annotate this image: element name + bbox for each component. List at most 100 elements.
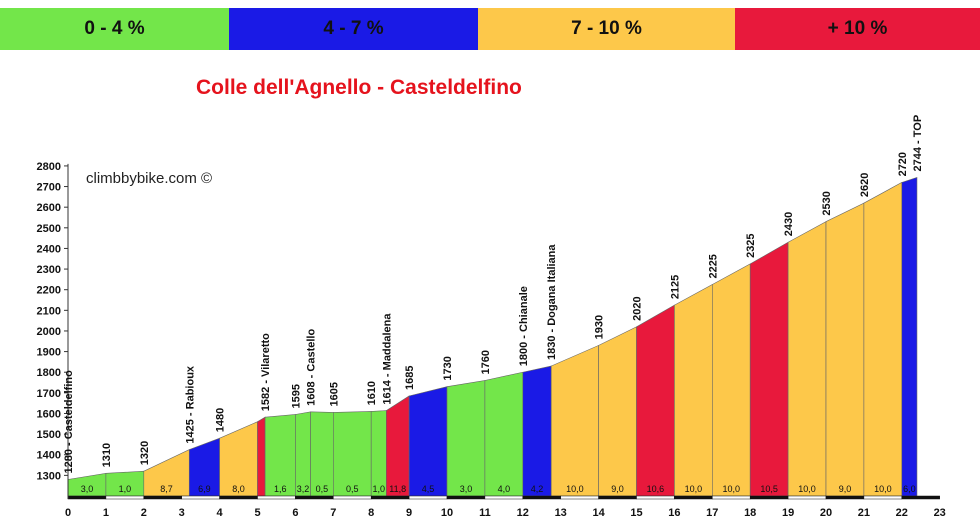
segment-grade-label-14: 4,0 — [498, 484, 511, 494]
elevation-annotation-5: 1582 - Vilaretto — [260, 333, 272, 411]
elevation-annotation-7: 1608 - Castello — [306, 329, 318, 406]
km-scale-block-22 — [901, 495, 940, 500]
km-scale-block-3 — [181, 495, 220, 500]
elevation-annotation-19: 2225 — [707, 254, 719, 278]
elevation-annotation-6: 1595 — [290, 384, 302, 408]
x-tick-label-5: 5 — [254, 507, 260, 519]
km-scale-block-14 — [598, 495, 637, 500]
y-tick-label-3: 1600 — [37, 408, 61, 420]
km-scale-block-4 — [219, 495, 258, 500]
x-tick-label-9: 9 — [406, 507, 412, 519]
km-scale-block-8 — [370, 495, 410, 500]
profile-segment-18 — [636, 304, 675, 497]
km-scale-block-5 — [257, 495, 296, 500]
elevation-annotation-18: 2125 — [669, 275, 681, 299]
segment-grade-label-2: 8,7 — [160, 484, 173, 494]
profile-segment-25 — [901, 177, 918, 497]
x-tick-label-1: 1 — [103, 507, 109, 519]
segment-grade-label-0: 3,0 — [81, 484, 94, 494]
profile-segment-22 — [787, 221, 827, 497]
x-tick-label-6: 6 — [292, 507, 298, 519]
profile-segment-13 — [446, 380, 486, 497]
profile-segment-23 — [825, 202, 865, 497]
y-tick-label-10: 2300 — [37, 264, 61, 276]
elevation-annotation-13: 1760 — [480, 350, 492, 374]
km-scale-block-10 — [446, 495, 486, 500]
segment-grade-label-17: 9,0 — [611, 484, 624, 494]
y-tick-label-12: 2500 — [37, 223, 61, 235]
profile-segment-12 — [408, 386, 448, 497]
legend-item-0-4: 0 - 4 % — [0, 8, 229, 50]
segment-grade-label-10: 1,0 — [373, 484, 386, 494]
segment-grade-label-18: 10,6 — [647, 484, 665, 494]
x-tick-label-13: 13 — [555, 507, 567, 519]
profile-segment-14 — [484, 371, 524, 497]
x-tick-label-21: 21 — [858, 507, 870, 519]
x-tick-label-8: 8 — [368, 507, 374, 519]
x-tick-label-14: 14 — [592, 507, 605, 519]
elevation-annotation-14: 1800 - Chianale — [518, 286, 530, 366]
elevation-annotation-16: 1930 — [594, 315, 606, 339]
y-tick-label-5: 1800 — [37, 367, 61, 379]
elevation-annotation-11: 1685 — [404, 365, 416, 389]
segment-grade-label-22: 10,0 — [798, 484, 816, 494]
x-tick-label-20: 20 — [820, 507, 832, 519]
gradient-legend: 0 - 4 % 4 - 7 % 7 - 10 % + 10 % — [0, 8, 980, 50]
y-tick-label-9: 2200 — [37, 285, 61, 297]
x-tick-label-2: 2 — [141, 507, 147, 519]
x-tick-label-19: 19 — [782, 507, 794, 519]
km-scale-block-15 — [636, 495, 675, 500]
km-scale-block-2 — [143, 495, 182, 500]
elevation-annotation-20: 2325 — [745, 233, 757, 257]
segment-grade-label-6: 1,6 — [274, 484, 287, 494]
legend-item-4-7: 4 - 7 % — [229, 8, 478, 50]
segment-grade-label-25: 6,0 — [903, 484, 916, 494]
x-tick-label-4: 4 — [217, 507, 224, 519]
x-tick-label-7: 7 — [330, 507, 336, 519]
km-scale-block-19 — [787, 495, 827, 500]
elevation-annotation-0: 1280 - Casteldelfino — [63, 370, 75, 474]
x-tick-label-18: 18 — [744, 507, 756, 519]
km-scale-block-18 — [749, 495, 789, 500]
elevation-annotation-2: 1320 — [139, 441, 151, 465]
x-tick-label-0: 0 — [65, 507, 71, 519]
chart-title: Colle dell'Agnello - Casteldelfino — [196, 76, 522, 99]
x-tick-label-15: 15 — [630, 507, 642, 519]
y-tick-label-7: 2000 — [37, 326, 61, 338]
segment-grade-label-4: 8,0 — [232, 484, 245, 494]
x-tick-label-3: 3 — [179, 507, 185, 519]
x-tick-label-16: 16 — [668, 507, 680, 519]
segment-grade-label-12: 4,5 — [422, 484, 435, 494]
x-tick-label-12: 12 — [517, 507, 529, 519]
km-scale-block-1 — [105, 495, 145, 500]
y-tick-label-0: 1300 — [37, 470, 61, 482]
segment-grade-label-9: 0,5 — [346, 484, 359, 494]
x-tick-label-17: 17 — [706, 507, 718, 519]
y-tick-label-8: 2100 — [37, 305, 61, 317]
profile-segment-21 — [749, 241, 789, 497]
segment-grade-label-15: 4,2 — [531, 484, 544, 494]
profile-segment-16 — [550, 344, 599, 497]
segment-grade-label-16: 10,0 — [566, 484, 584, 494]
segment-grade-label-11: 11,8 — [389, 484, 406, 494]
segment-grade-label-3: 6,9 — [198, 484, 211, 494]
elevation-annotation-10: 1614 - Maddalena — [381, 313, 393, 405]
x-tick-label-23: 23 — [934, 507, 946, 519]
profile-segment-15 — [522, 365, 552, 497]
elevation-annotation-25: 2744 - TOP — [912, 115, 924, 172]
km-scale-block-9 — [408, 495, 448, 500]
km-scale-block-0 — [67, 495, 107, 500]
segment-grade-label-21: 10,5 — [760, 484, 778, 494]
y-tick-label-13: 2600 — [37, 202, 61, 214]
elevation-annotation-4: 1480 — [215, 408, 227, 432]
profile-segment-24 — [863, 181, 903, 497]
segment-grade-label-19: 10,0 — [685, 484, 703, 494]
km-scale-block-13 — [560, 495, 599, 500]
y-tick-label-1: 1400 — [37, 450, 61, 462]
y-tick-label-15: 2800 — [37, 161, 61, 173]
elevation-annotation-15: 1830 - Dogana Italiana — [546, 244, 558, 360]
elevation-annotation-1: 1310 — [101, 443, 113, 467]
profile-segment-17 — [598, 326, 637, 497]
segment-grade-label-1: 1,0 — [119, 484, 132, 494]
profile-segment-20 — [711, 263, 751, 497]
